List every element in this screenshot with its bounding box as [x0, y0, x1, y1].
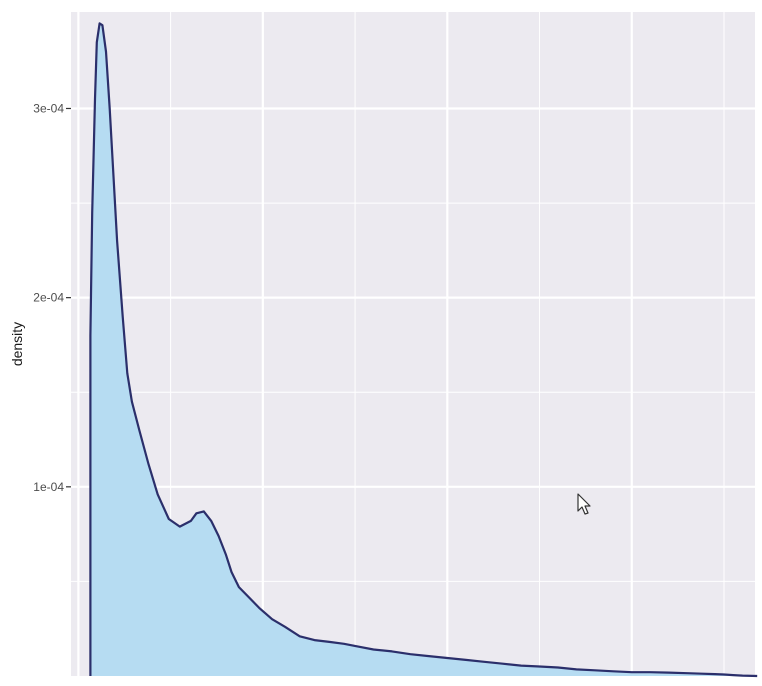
density-area — [90, 23, 758, 676]
mouse-cursor-icon — [577, 493, 591, 515]
y-axis-ticks: 1e-04 2e-04 3e-04 — [33, 101, 71, 494]
y-tick-label: 1e-04 — [33, 480, 64, 494]
minor-gridlines — [71, 12, 755, 676]
density-curve-line — [89, 22, 758, 678]
y-axis-title: density — [9, 322, 25, 366]
y-tick-label: 2e-04 — [33, 291, 64, 305]
y-tick-label: 3e-04 — [33, 101, 64, 115]
major-gridlines — [71, 12, 755, 676]
